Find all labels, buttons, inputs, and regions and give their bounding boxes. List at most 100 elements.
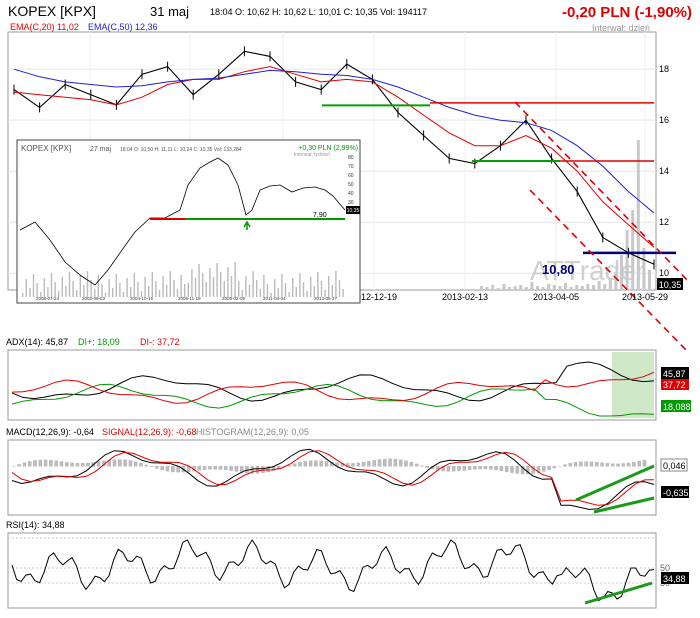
volume-bar — [648, 270, 651, 290]
inset-x-tick: 2002-09-03 — [82, 296, 106, 301]
inset-volume-bar — [335, 271, 337, 297]
rsi-tick-50: 50 — [660, 563, 670, 573]
di-minus-tag — [661, 379, 689, 390]
inset-volume-bar — [50, 273, 53, 297]
inset-volume-bar — [252, 271, 254, 297]
macd-histogram-bar — [176, 466, 180, 473]
macd-line — [11, 448, 655, 510]
macd-histogram-bar — [621, 463, 626, 467]
macd-hist-tag-text: 0,046 — [663, 461, 686, 471]
inset-price-tag — [346, 206, 360, 214]
volume-bar — [569, 287, 573, 290]
inset-volume-bar — [151, 272, 153, 297]
inset-volume-bar — [108, 279, 110, 297]
inset-volume-bar — [72, 281, 74, 297]
macd-histogram-bar — [12, 466, 16, 467]
inset-date: 27 maj — [90, 146, 111, 153]
inset-volume-bar — [277, 288, 279, 297]
inset-volume-bar — [176, 289, 179, 297]
inset-x-axis: 2008-07-24 2002-09-03 2004-10-15 2006-11-18… — [36, 296, 338, 301]
volume-bar — [564, 283, 567, 290]
inset-volume-bar — [241, 290, 243, 297]
macd-divergence-line-upper — [575, 464, 655, 502]
rsi-label: RSI(14): 34,88 — [6, 520, 65, 530]
inset-volume-bar — [212, 277, 215, 297]
inset-volume-bar — [274, 279, 276, 297]
macd-histogram-bar — [616, 463, 620, 467]
macd-histogram-bar — [595, 462, 599, 467]
x-tick-label: 2012-12-19 — [351, 292, 397, 302]
inset-volume-bar — [76, 290, 78, 297]
y-tick-label: 10 — [659, 268, 669, 278]
volume-bar — [597, 281, 601, 290]
inset-volume-bar — [302, 282, 305, 297]
inset-volume-bar — [133, 273, 135, 297]
macd-histogram-bar — [324, 461, 329, 467]
macd-histogram-bar — [361, 461, 366, 467]
inset-volume-bar — [292, 278, 294, 297]
inset-volume-bar — [191, 269, 193, 297]
inset-support-label: 7,90 — [313, 212, 327, 219]
macd-histogram-bar — [372, 460, 376, 467]
macd-histogram-bar — [637, 460, 641, 467]
macd-histogram-bar — [245, 466, 249, 474]
macd-histogram-bar — [165, 466, 170, 472]
adx-tag — [661, 367, 689, 379]
macd-histogram-bar — [335, 462, 339, 467]
inset-volume-bar — [248, 285, 251, 297]
inset-volume-bar — [220, 272, 222, 297]
macd-histogram-bar — [547, 466, 551, 471]
volume-bar — [636, 140, 640, 290]
volume-bar — [530, 282, 534, 290]
inset-volume-bar — [148, 286, 150, 297]
macd-histogram-bar — [229, 466, 233, 471]
macd-signal-line — [11, 450, 655, 506]
inset-volume-bar — [238, 281, 240, 297]
macd-histogram-bar — [478, 466, 482, 470]
inset-volume-bar — [162, 276, 164, 297]
inset-volume-bar — [198, 264, 200, 297]
inset-volume-bar — [227, 267, 229, 297]
macd-hist-tag — [660, 458, 688, 472]
inset-volume-bar — [223, 281, 225, 297]
macd-histogram-bar — [218, 466, 223, 470]
inset-volume-bar — [101, 284, 103, 297]
volume-bar — [580, 286, 584, 290]
macd-histogram-bar — [388, 458, 392, 467]
di-minus-line — [11, 371, 655, 404]
macd-histogram-bar — [197, 466, 202, 471]
macd-histogram-bar — [128, 460, 133, 467]
inset-volume-bar — [25, 279, 27, 297]
inset-x-tick: 2011-04-04 — [263, 296, 286, 301]
macd-histogram-bar — [27, 461, 32, 467]
inset-frame — [16, 139, 361, 304]
macd-histogram-bar — [568, 463, 573, 467]
rsi-line — [11, 539, 655, 602]
inset-volume-bar — [306, 291, 308, 297]
macd-histogram-bar — [642, 459, 647, 467]
macd-histogram-bar — [255, 466, 260, 474]
inset-volume-bar — [180, 275, 182, 297]
macd-histogram-bar — [467, 466, 472, 471]
macd-histogram-bar — [420, 465, 424, 467]
inset-y-tick: 70 — [348, 164, 354, 170]
inset-volume-bar — [266, 284, 269, 297]
volume-bar — [620, 255, 623, 290]
inset-y-tick: 80 — [348, 155, 354, 161]
macd-histogram-bar — [414, 463, 419, 467]
macd-histogram-bar — [404, 460, 408, 467]
macd-histogram-bar — [308, 460, 313, 467]
inset-ticker: KOPEX [KPX] — [21, 144, 71, 153]
inset-volume-bar — [270, 293, 272, 297]
macd-histogram-bar — [65, 461, 69, 467]
macd-histogram-bar — [75, 462, 80, 467]
inset-y-tick: 30 — [348, 200, 354, 206]
inset-volume-bar — [90, 280, 92, 297]
inset-volume-bar — [79, 276, 81, 297]
volume-bar — [552, 285, 556, 290]
macd-histogram-label: HISTOGRAM(12,26,9): 0,05 — [196, 427, 309, 437]
inset-volume-bar — [83, 285, 85, 297]
rsi-tag — [661, 572, 689, 584]
volume-bar — [536, 286, 539, 290]
